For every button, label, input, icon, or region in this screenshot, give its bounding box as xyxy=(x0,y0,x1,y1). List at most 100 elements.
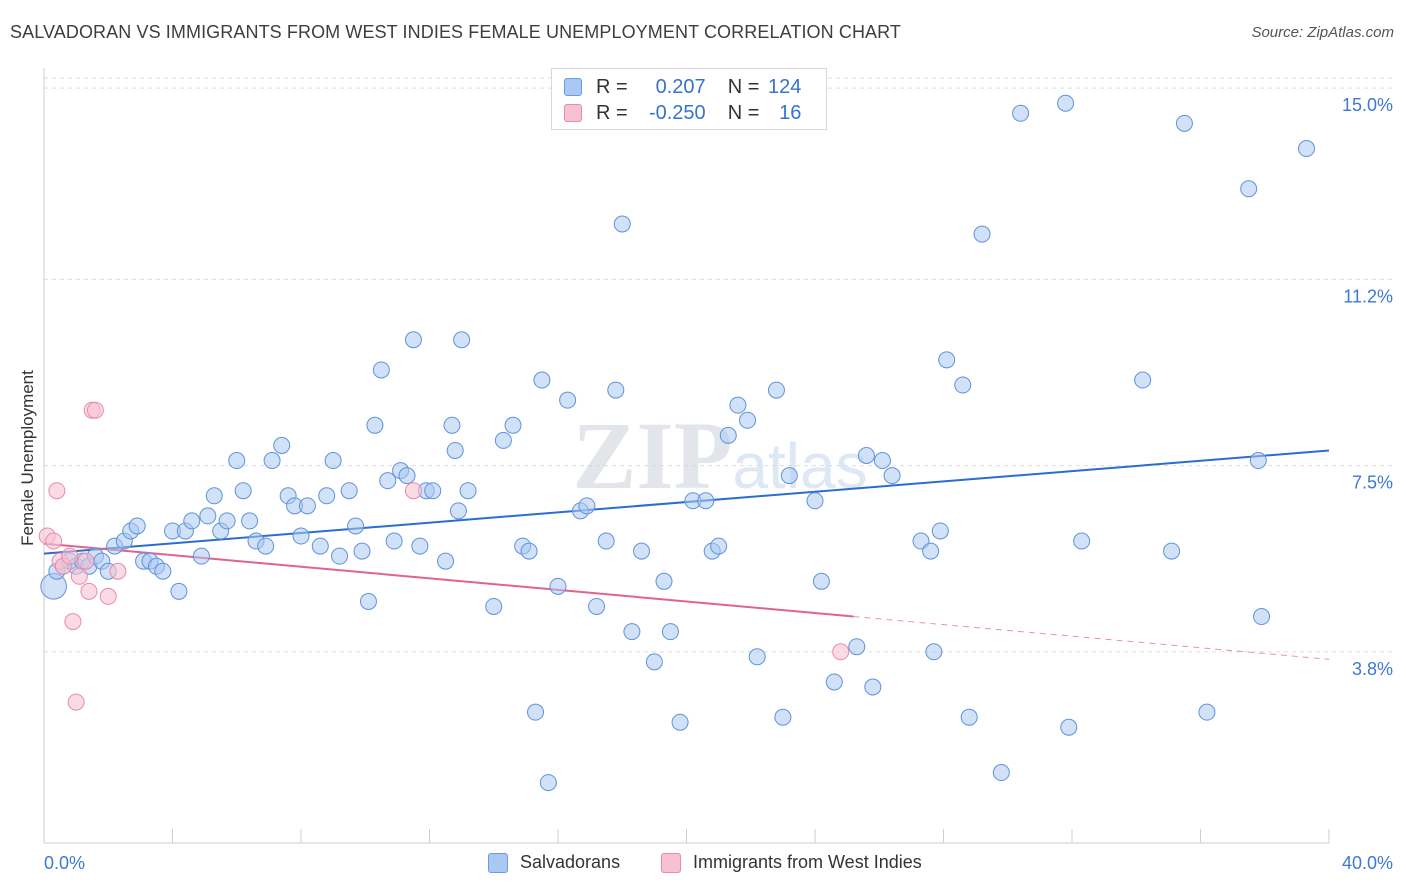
data-point-salvadorans xyxy=(597,532,615,550)
data-point-salvadorans xyxy=(633,542,651,560)
data-point-salvadorans xyxy=(424,482,442,500)
data-point-salvadorans xyxy=(398,467,416,485)
data-point-salvadorans xyxy=(257,537,275,555)
r-label: R = xyxy=(596,75,628,98)
data-point-salvadorans xyxy=(578,497,596,515)
legend-item-west-indies: Immigrants from West Indies xyxy=(661,852,922,873)
data-point-salvadorans xyxy=(228,452,246,470)
data-point-salvadorans xyxy=(443,416,461,434)
data-point-salvadorans xyxy=(241,512,259,530)
data-point-salvadorans xyxy=(710,537,728,555)
data-point-salvadorans xyxy=(774,708,792,726)
legend-label-salvadorans: Salvadorans xyxy=(520,852,621,872)
trend-line-west-indies-extension xyxy=(853,616,1330,660)
data-point-salvadorans xyxy=(992,764,1010,782)
data-point-salvadorans xyxy=(697,492,715,510)
data-point-salvadorans xyxy=(192,547,210,565)
data-point-west-indies xyxy=(832,643,850,661)
data-point-west-indies xyxy=(109,562,127,580)
data-point-salvadorans xyxy=(218,512,236,530)
series-legend: Salvadorans Immigrants from West Indies xyxy=(0,852,1406,876)
data-point-salvadorans xyxy=(379,472,397,490)
data-point-salvadorans xyxy=(607,381,625,399)
west-indies-points xyxy=(38,401,850,711)
salvadorans-points xyxy=(40,94,1316,792)
data-point-west-indies xyxy=(99,587,117,605)
legend-swatch-blue xyxy=(488,852,508,873)
data-point-salvadorans xyxy=(298,497,316,515)
legend-row-west-indies: R = -0.250 N = 16 xyxy=(564,101,801,125)
y-tick-label: 15.0% xyxy=(1342,95,1393,115)
correlation-legend: R = 0.207 N = 124 R = -0.250 N = 16 xyxy=(551,68,827,130)
data-point-salvadorans xyxy=(1175,114,1193,132)
data-point-salvadorans xyxy=(848,638,866,656)
data-point-salvadorans xyxy=(973,225,991,243)
data-point-salvadorans xyxy=(748,648,766,666)
data-point-salvadorans xyxy=(925,643,943,661)
data-point-salvadorans xyxy=(1073,532,1091,550)
data-point-salvadorans xyxy=(263,452,281,470)
data-point-salvadorans xyxy=(318,487,336,505)
n-value-salvadorans: 124 xyxy=(768,75,802,98)
data-point-salvadorans xyxy=(883,467,901,485)
data-point-salvadorans xyxy=(549,577,567,595)
y-tick-label: 3.8% xyxy=(1352,659,1393,679)
data-point-salvadorans xyxy=(359,592,377,610)
y-tick-label: 7.5% xyxy=(1352,473,1393,493)
data-point-salvadorans xyxy=(504,416,522,434)
data-point-west-indies xyxy=(64,613,82,631)
data-point-west-indies xyxy=(61,547,79,565)
source-note: Source: ZipAtlas.com xyxy=(1251,24,1394,41)
data-point-salvadorans xyxy=(372,361,390,379)
data-point-salvadorans xyxy=(1240,180,1258,198)
data-point-salvadorans xyxy=(1198,703,1216,721)
data-point-salvadorans xyxy=(1057,94,1075,112)
data-point-salvadorans xyxy=(1134,371,1152,389)
data-point-salvadorans xyxy=(437,552,455,570)
data-point-salvadorans xyxy=(623,623,641,641)
data-point-salvadorans xyxy=(411,537,429,555)
data-point-salvadorans xyxy=(588,597,606,615)
data-point-salvadorans xyxy=(340,482,358,500)
data-point-salvadorans xyxy=(324,452,342,470)
data-point-west-indies xyxy=(404,482,422,500)
data-point-salvadorans xyxy=(645,653,663,671)
data-point-salvadorans xyxy=(385,532,403,550)
y-axis-label: Female Unemployment xyxy=(18,370,37,546)
data-point-salvadorans xyxy=(729,396,747,414)
data-point-salvadorans xyxy=(539,774,557,792)
data-point-west-indies xyxy=(70,567,88,585)
data-point-salvadorans xyxy=(199,507,217,525)
data-point-salvadorans xyxy=(671,713,689,731)
data-point-salvadorans xyxy=(347,517,365,535)
data-point-salvadorans xyxy=(353,542,371,560)
data-point-salvadorans xyxy=(825,673,843,691)
tick-labels: 3.8% 7.5% 11.2% 15.0% 0.0% 40.0% xyxy=(44,95,1393,873)
data-point-salvadorans xyxy=(812,572,830,590)
data-point-salvadorans xyxy=(331,547,349,565)
data-point-salvadorans xyxy=(446,441,464,459)
data-point-salvadorans xyxy=(366,416,384,434)
data-point-salvadorans xyxy=(273,436,291,454)
data-point-salvadorans xyxy=(1298,140,1316,158)
data-point-salvadorans xyxy=(311,537,329,555)
data-point-salvadorans xyxy=(1060,718,1078,736)
data-point-salvadorans xyxy=(655,572,673,590)
legend-item-salvadorans: Salvadorans xyxy=(488,852,620,873)
axes xyxy=(43,68,1330,844)
legend-label-west-indies: Immigrants from West Indies xyxy=(693,852,922,872)
legend-swatch-pink xyxy=(661,852,681,873)
data-point-salvadorans xyxy=(719,426,737,444)
legend-swatch-blue xyxy=(564,78,582,96)
data-point-salvadorans xyxy=(128,517,146,535)
n-label: N = xyxy=(727,75,760,98)
data-point-salvadorans xyxy=(806,492,824,510)
x-tick-label-max: 40.0% xyxy=(1342,853,1393,873)
data-point-salvadorans xyxy=(453,331,471,349)
data-point-salvadorans xyxy=(494,431,512,449)
data-point-salvadorans xyxy=(1163,542,1181,560)
data-point-salvadorans xyxy=(1249,452,1267,470)
data-point-salvadorans xyxy=(154,562,172,580)
data-point-salvadorans xyxy=(234,482,252,500)
